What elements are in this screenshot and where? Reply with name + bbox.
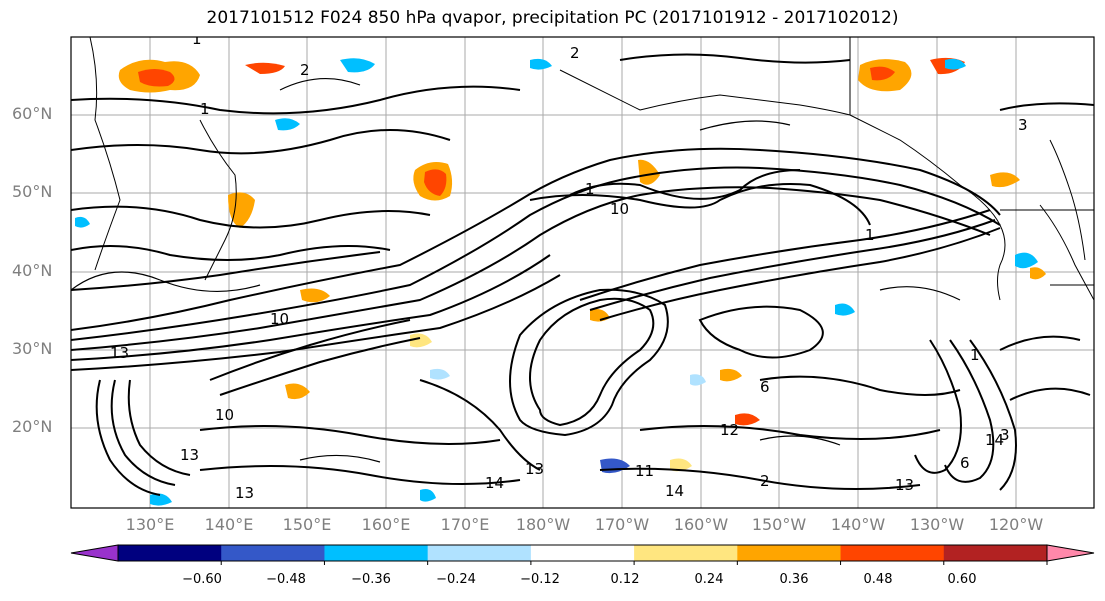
qvapor-contours-thin: [71, 78, 961, 463]
lon-label: 150°W: [751, 515, 807, 534]
contour-label: 6: [760, 378, 770, 396]
contour-label: 14: [485, 474, 504, 492]
contour-label: 11: [635, 462, 654, 480]
lat-label: 20°N: [12, 417, 53, 436]
contour-label: 12: [720, 421, 739, 439]
contour-label: 13: [110, 344, 129, 362]
lon-label: 180°W: [515, 515, 571, 534]
colorbar-tick-label: −0.48: [266, 572, 306, 587]
contour-label: 1: [200, 100, 210, 118]
lat-label: 50°N: [12, 182, 53, 201]
lon-label: 140°E: [204, 515, 254, 534]
contour-label: 3: [1000, 426, 1010, 444]
contour-label: 14: [665, 482, 684, 500]
contour-label: 14: [985, 431, 1004, 449]
colorbar-tick-label: 0.12: [610, 572, 640, 587]
lon-label: 130°W: [909, 515, 965, 534]
contour-label: 13: [895, 476, 914, 494]
colorbar-tick-label: −0.12: [520, 572, 560, 587]
contour-label: 10: [215, 406, 234, 424]
lon-label: 170°W: [594, 515, 650, 534]
contour-label: 1: [970, 346, 980, 364]
colorbar-tick-label: −0.60: [182, 572, 222, 587]
contour-label: 1: [192, 30, 202, 48]
colorbar-tick-label: −0.36: [351, 572, 391, 587]
contour-label: 10: [270, 310, 289, 328]
graticule: [71, 37, 1094, 508]
lon-label: 140°W: [830, 515, 886, 534]
contour-label: 3: [1018, 116, 1028, 134]
contour-label: 2: [300, 61, 310, 79]
contour-label: 6: [960, 454, 970, 472]
qvapor-contours: [71, 53, 1094, 496]
colorbar-tick-label: −0.24: [436, 572, 476, 587]
map-frame: [70, 36, 1095, 509]
contour-label: 1: [585, 180, 595, 198]
lon-label: 120°W: [988, 515, 1044, 534]
colorbar-tick-label: 0.60: [947, 572, 977, 587]
contour-label: 1: [865, 226, 875, 244]
map-title: 2017101512 F024 850 hPa qvapor, precipit…: [206, 8, 899, 28]
lon-label: 170°E: [440, 515, 490, 534]
lon-label: 130°E: [125, 515, 175, 534]
lat-label: 40°N: [12, 261, 53, 280]
precip-negative-patches: [75, 58, 1038, 506]
contour-label: 13: [525, 460, 544, 478]
contour-label-group: 1 2 3 1 10 1 13 13 13 10 13 14 14 13 6 1…: [110, 30, 1028, 502]
contour-label: 13: [180, 446, 199, 464]
lon-label: 160°W: [673, 515, 729, 534]
lat-label: 60°N: [12, 104, 53, 123]
contour-label: 13: [235, 484, 254, 502]
colorbar-tick-label: 0.24: [694, 572, 724, 587]
contour-label: 2: [760, 472, 770, 490]
lon-label: 150°E: [282, 515, 332, 534]
contour-label: 2: [570, 44, 580, 62]
coastlines: [89, 37, 1094, 301]
precip-positive-patches: [118, 57, 1046, 472]
contour-label: 10: [610, 200, 629, 218]
lon-label: 160°E: [361, 515, 411, 534]
lat-label: 30°N: [12, 339, 53, 358]
colorbar-tick-label: 0.48: [863, 572, 893, 587]
colorbar-tick-label: 0.36: [779, 572, 809, 587]
